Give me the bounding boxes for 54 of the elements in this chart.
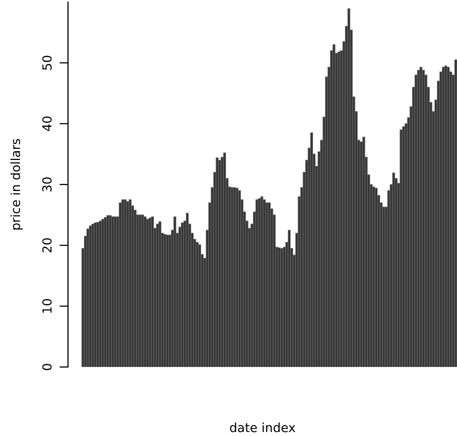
y-tick-label: 10 — [42, 299, 52, 313]
y-tick-label: 0 — [42, 364, 52, 370]
bar — [266, 202, 268, 367]
bar — [446, 66, 450, 367]
bar — [186, 212, 189, 367]
bar — [174, 216, 176, 367]
bar — [348, 8, 350, 367]
bar — [392, 172, 395, 367]
x-axis-title: date index — [230, 422, 296, 432]
bar — [89, 226, 92, 367]
bar — [114, 216, 117, 367]
bar — [118, 202, 122, 367]
bar — [288, 230, 291, 367]
bar — [101, 218, 104, 367]
bar — [310, 132, 313, 367]
bar — [96, 222, 100, 367]
bar — [268, 202, 271, 367]
bar — [260, 196, 264, 367]
bar — [444, 66, 448, 367]
bar — [106, 215, 110, 367]
bar — [86, 228, 90, 367]
bar — [196, 242, 199, 367]
bar — [111, 216, 114, 367]
bar — [382, 206, 386, 367]
bar — [92, 224, 94, 367]
bar — [263, 199, 266, 367]
bar — [258, 198, 261, 367]
bar — [98, 220, 102, 367]
bar — [218, 160, 221, 367]
bar — [454, 60, 457, 367]
bar — [108, 215, 112, 367]
bar — [278, 247, 281, 367]
y-tick-label: 40 — [42, 116, 52, 132]
bar — [256, 199, 258, 367]
bar — [134, 210, 136, 367]
bar — [94, 222, 97, 367]
bar — [124, 199, 127, 367]
bar — [220, 156, 224, 367]
bar — [181, 222, 184, 367]
bar — [126, 201, 129, 367]
y-axis-title: price in dollars — [10, 138, 23, 230]
bar — [362, 136, 366, 367]
bar — [372, 186, 376, 367]
bar — [198, 244, 202, 367]
bar — [223, 152, 226, 367]
bar — [121, 199, 124, 367]
y-tick-label: 50 — [42, 56, 52, 70]
bar — [104, 217, 107, 367]
bar — [442, 66, 445, 367]
y-tick-label: 30 — [42, 177, 52, 192]
y-tick-label: 20 — [42, 238, 52, 252]
bar — [280, 248, 284, 367]
bar — [374, 188, 378, 367]
bar — [178, 226, 182, 367]
